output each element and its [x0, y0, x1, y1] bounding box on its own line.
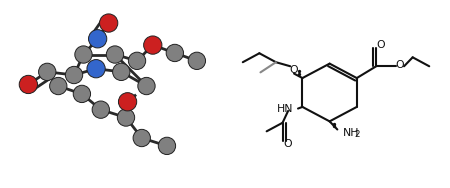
Circle shape: [144, 36, 162, 54]
Text: NH: NH: [343, 127, 360, 138]
Text: O: O: [283, 139, 292, 149]
Circle shape: [166, 44, 184, 62]
Text: HN: HN: [276, 104, 293, 114]
Circle shape: [75, 46, 92, 63]
Circle shape: [73, 85, 90, 103]
Circle shape: [112, 63, 130, 80]
Circle shape: [118, 93, 137, 111]
Circle shape: [117, 109, 135, 126]
Circle shape: [92, 101, 109, 118]
Circle shape: [89, 30, 107, 48]
Circle shape: [158, 137, 176, 155]
Circle shape: [19, 75, 37, 94]
Text: O: O: [377, 40, 385, 50]
Text: alamy - E1G5KH: alamy - E1G5KH: [185, 170, 265, 180]
Circle shape: [50, 77, 67, 95]
Text: O: O: [290, 65, 298, 75]
Circle shape: [99, 14, 118, 32]
Circle shape: [138, 77, 155, 95]
Circle shape: [87, 60, 105, 78]
Text: O: O: [396, 61, 405, 70]
Circle shape: [188, 52, 206, 70]
Circle shape: [65, 66, 83, 84]
Circle shape: [39, 63, 56, 80]
Circle shape: [133, 129, 150, 147]
Circle shape: [106, 46, 124, 63]
Circle shape: [128, 52, 146, 70]
Text: 2: 2: [354, 130, 360, 139]
